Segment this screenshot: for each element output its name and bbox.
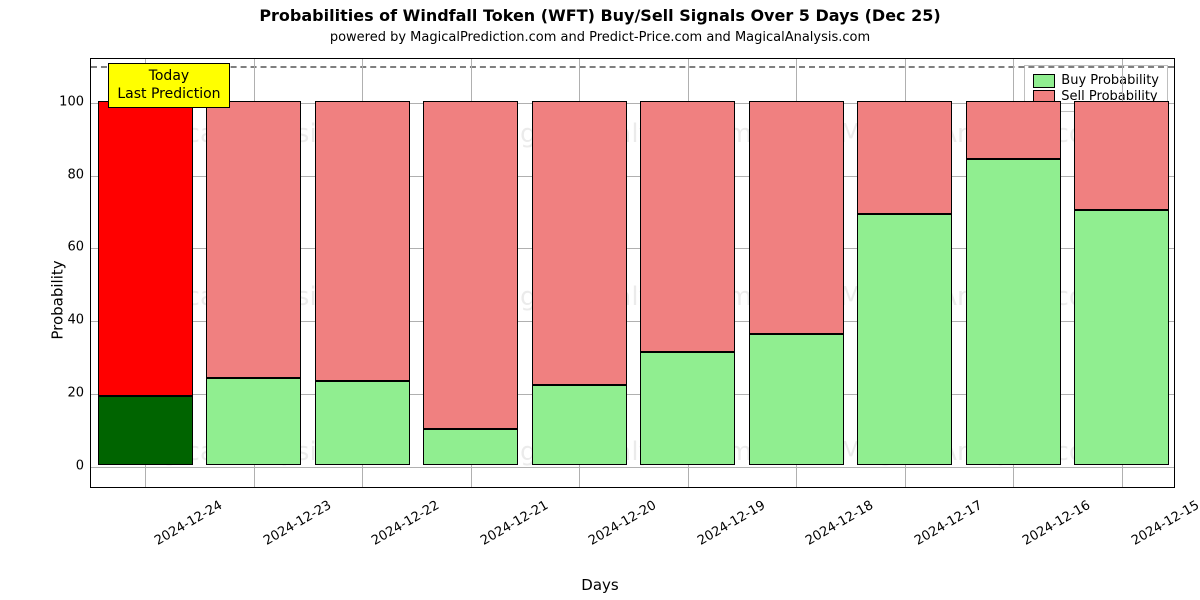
- chart-title: Probabilities of Windfall Token (WFT) Bu…: [0, 6, 1200, 25]
- bar-group: [532, 101, 627, 465]
- bar-group: [1074, 101, 1169, 465]
- legend-swatch: [1033, 74, 1055, 88]
- bar-group: [423, 101, 518, 465]
- bar-sell-probability: [423, 101, 518, 429]
- x-axis-label: Days: [0, 576, 1200, 594]
- bar-sell-probability: [640, 101, 735, 352]
- bar-buy-probability: [749, 334, 844, 465]
- bar-buy-probability: [206, 378, 301, 465]
- bar-sell-probability: [532, 101, 627, 385]
- xtick-label: 2024-12-23: [261, 498, 334, 549]
- bar-group: [315, 101, 410, 465]
- bar-sell-probability: [749, 101, 844, 334]
- xtick-label: 2024-12-21: [478, 498, 551, 549]
- bar-sell-probability: [315, 101, 410, 382]
- ytick-label: 60: [4, 240, 84, 255]
- bar-group: [640, 101, 735, 465]
- today-annotation-box: TodayLast Prediction: [108, 63, 229, 108]
- ytick-label: 80: [4, 167, 84, 182]
- ytick-label: 100: [4, 94, 84, 109]
- today-annotation-line2: Last Prediction: [117, 86, 220, 104]
- bar-group: [857, 101, 952, 465]
- today-annotation-line1: Today: [117, 68, 220, 86]
- bar-group: [206, 101, 301, 465]
- ytick-label: 40: [4, 313, 84, 328]
- chart-subtitle: powered by MagicalPrediction.com and Pre…: [0, 30, 1200, 45]
- legend-item: Buy Probability: [1033, 73, 1159, 88]
- bar-group: [749, 101, 844, 465]
- bar-buy-probability: [857, 214, 952, 465]
- bar-buy-probability: [966, 159, 1061, 465]
- bar-sell-probability: [206, 101, 301, 378]
- bar-sell-probability: [1074, 101, 1169, 210]
- bar-group: [98, 101, 193, 465]
- xtick-label: 2024-12-24: [152, 498, 225, 549]
- chart-container: Probabilities of Windfall Token (WFT) Bu…: [0, 0, 1200, 600]
- bar-sell-probability: [857, 101, 952, 214]
- bar-buy-probability: [98, 396, 193, 465]
- xtick-label: 2024-12-16: [1020, 498, 1093, 549]
- xtick-label: 2024-12-17: [912, 498, 985, 549]
- ytick-label: 0: [4, 459, 84, 474]
- bar-buy-probability: [640, 352, 735, 465]
- bar-buy-probability: [1074, 210, 1169, 465]
- xtick-label: 2024-12-19: [695, 498, 768, 549]
- legend-label: Buy Probability: [1061, 73, 1159, 88]
- xtick-label: 2024-12-22: [369, 498, 442, 549]
- bar-group: [966, 101, 1061, 465]
- xtick-label: 2024-12-15: [1129, 498, 1200, 549]
- bar-buy-probability: [423, 429, 518, 465]
- plot-area: Buy ProbabilitySell Probability MagicalA…: [90, 58, 1175, 488]
- ytick-label: 20: [4, 386, 84, 401]
- xtick-label: 2024-12-18: [803, 498, 876, 549]
- bar-buy-probability: [532, 385, 627, 465]
- bar-buy-probability: [315, 381, 410, 465]
- bar-sell-probability: [98, 101, 193, 396]
- bar-sell-probability: [966, 101, 1061, 159]
- xtick-label: 2024-12-20: [586, 498, 659, 549]
